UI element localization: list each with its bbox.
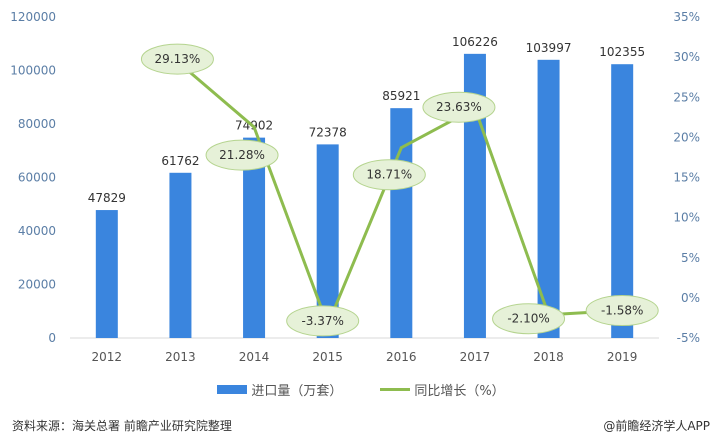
y-right-tick: 20% (673, 130, 700, 144)
y-right-tick: 30% (673, 50, 700, 64)
growth-label-bubble (422, 91, 496, 123)
growth-label: 23.63% (436, 100, 482, 114)
bar-label: 47829 (88, 191, 126, 205)
growth-label-bubble (286, 305, 360, 337)
y-left-tick: 0 (48, 331, 56, 345)
bar-label: 106226 (452, 35, 498, 49)
growth-label: -2.10% (507, 312, 549, 326)
legend-label-bar: 进口量（万套） (251, 384, 343, 399)
x-tick: 2013 (165, 350, 196, 364)
bar (316, 144, 339, 338)
bar (243, 137, 266, 338)
y-right-tick: 5% (681, 251, 700, 265)
y-left-tick: 40000 (18, 224, 56, 238)
bar-label: 103997 (526, 41, 572, 55)
bar (169, 172, 192, 338)
growth-label: 18.71% (366, 168, 412, 182)
bar-label: 102355 (599, 45, 645, 59)
x-tick: 2015 (312, 350, 343, 364)
growth-point (399, 146, 403, 150)
footer: 资料来源：海关总署 前瞻产业研究院整理 @前瞻经济学人APP (12, 417, 710, 434)
growth-label-bubble (140, 43, 214, 75)
bar (611, 64, 634, 338)
growth-label-bubble (205, 139, 279, 171)
growth-label: -3.37% (301, 314, 343, 328)
y-left-tick: 80000 (18, 117, 56, 131)
growth-label: 21.28% (219, 148, 265, 162)
legend-label-line: 同比增长（%） (414, 384, 505, 399)
bar (95, 210, 118, 338)
y-right-tick: -5% (677, 331, 700, 345)
x-tick: 2014 (239, 350, 270, 364)
y-right-tick: 25% (673, 90, 700, 104)
growth-label: 29.13% (155, 52, 201, 66)
growth-label: -1.58% (601, 304, 643, 318)
source-note: 资料来源：海关总署 前瞻产业研究院整理 (12, 419, 232, 433)
y-left-tick: 100000 (10, 64, 56, 78)
bar (537, 59, 560, 339)
legend-swatch-line (380, 388, 411, 391)
growth-label-bubble (492, 303, 566, 335)
legend-item-line: 同比增长（%） (380, 380, 505, 399)
y-left-tick: 120000 (10, 10, 56, 24)
y-right-tick: 0% (681, 291, 700, 305)
bar-label: 85921 (382, 89, 420, 103)
x-tick: 2016 (386, 350, 417, 364)
x-tick: 2019 (607, 350, 638, 364)
growth-label-bubble (352, 159, 426, 191)
y-left-tick: 20000 (18, 278, 56, 292)
y-right-tick: 15% (673, 171, 700, 185)
legend: 进口量（万套） 同比增长（%） (0, 380, 722, 399)
growth-point (252, 125, 256, 129)
y-left-tick: 60000 (18, 171, 56, 185)
x-tick: 2018 (533, 350, 564, 364)
bar-label: 61762 (161, 154, 199, 168)
growth-label-bubble (585, 295, 659, 327)
y-right-tick: 10% (673, 211, 700, 225)
x-tick: 2017 (460, 350, 491, 364)
bar-label: 72378 (309, 125, 347, 139)
y-right-tick: 35% (673, 10, 700, 24)
legend-item-bar: 进口量（万套） (217, 380, 342, 399)
legend-swatch-bar (217, 385, 248, 394)
x-tick: 2012 (92, 350, 123, 364)
credit: @前瞻经济学人APP (603, 419, 710, 433)
